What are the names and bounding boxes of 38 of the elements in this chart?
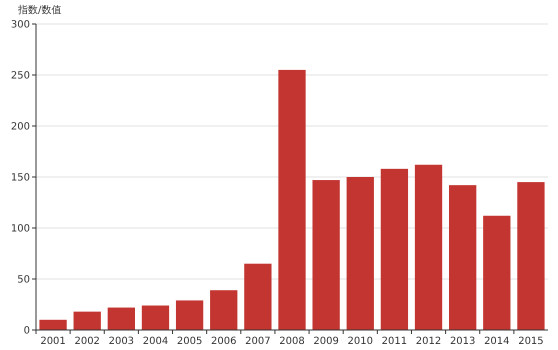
x-tick-label: 2008	[279, 336, 305, 347]
y-tick-label: 300	[10, 20, 30, 30]
y-tick-label: 50	[17, 274, 30, 286]
x-tick-label: 2005	[176, 336, 202, 347]
bar	[142, 306, 170, 330]
x-tick-label: 2011	[382, 336, 408, 347]
bar	[346, 177, 374, 330]
bar	[517, 182, 545, 330]
bar	[210, 290, 238, 330]
bar	[108, 308, 135, 330]
y-tick-label: 250	[10, 70, 30, 82]
x-tick-label: 2001	[40, 336, 66, 347]
bar	[380, 168, 408, 330]
x-tick-label: 2015	[518, 336, 544, 347]
bar	[278, 70, 306, 330]
bar	[244, 264, 272, 330]
x-tick-label: 2007	[245, 336, 271, 347]
y-tick-label: 150	[10, 172, 30, 184]
x-tick-label: 2003	[108, 336, 134, 347]
bar	[176, 300, 204, 330]
bar	[483, 216, 510, 330]
y-tick-label: 200	[10, 122, 30, 132]
x-tick-label: 2013	[450, 336, 476, 347]
x-tick-label: 2010	[348, 336, 373, 347]
x-tick-label: 2012	[416, 336, 442, 347]
y-tick-label: 0	[24, 326, 30, 336]
x-tick-label: 2006	[211, 336, 236, 347]
y-tick-label: 100	[10, 224, 30, 234]
bar	[312, 180, 340, 330]
bar	[414, 164, 442, 330]
bar	[39, 320, 67, 330]
bar	[74, 312, 101, 330]
x-tick-label: 2004	[142, 336, 168, 347]
y-axis-title: 指数/数值	[17, 4, 62, 16]
bar	[449, 185, 476, 330]
x-tick-label: 2002	[74, 336, 100, 347]
x-tick-label: 2009	[313, 336, 339, 347]
x-tick-label: 2014	[484, 336, 510, 347]
